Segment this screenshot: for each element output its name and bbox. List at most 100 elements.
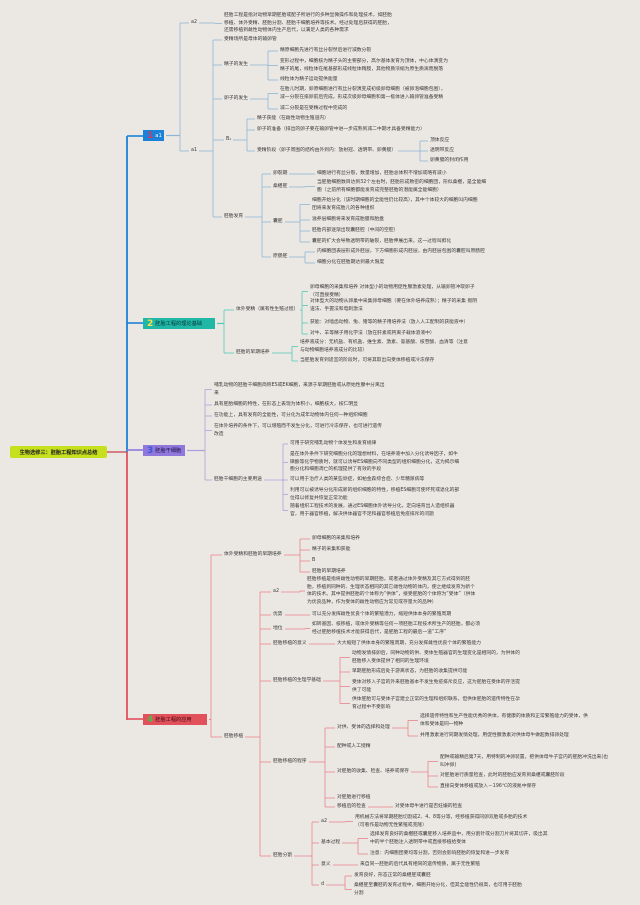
mindmap-node[interactable]: 优势 bbox=[273, 612, 283, 617]
mindmap-node[interactable]: 并用激素进行同期发情处理，用促性腺激素对供体母牛做超数排卵处理 bbox=[420, 733, 569, 738]
mindmap-node[interactable]: 细胞开始分化（该时期细胞的全能性仍比较高），其中个体较大的细胞叫内细胞 团将来发… bbox=[312, 198, 478, 211]
mindmap-node[interactable]: a1 bbox=[191, 148, 197, 153]
mindmap-node[interactable]: 对受体母牛进行是否妊娠的检查 bbox=[395, 804, 463, 809]
mindmap-node[interactable]: 精子的发生 bbox=[224, 62, 248, 67]
mindmap-node[interactable]: 当胚胎细胞数目达到32个左右时，胚胎形成致密的细胞团，形似桑椹，是全能细 胞（之… bbox=[317, 180, 487, 193]
mindmap-node[interactable]: 可以充分发挥雌性优良个体的繁殖潜力，缩短供体本身的繁殖周期 bbox=[312, 612, 452, 617]
mindmap-node[interactable]: 在功能上，具有发育的全能性，可分化为成年动物体内任何一种组织细胞 bbox=[214, 413, 368, 418]
mindmap-node[interactable]: 在胎儿时期，卵原细胞进行有丝分裂演变成初级卵母细胞（被卵泡细胞包围）， 减一分裂… bbox=[280, 87, 446, 100]
mindmap-node[interactable]: 胚胎发育 bbox=[224, 214, 244, 219]
mindmap-node[interactable]: 直接向受体移植或放入－196℃的液氮中保存 bbox=[440, 784, 537, 789]
mindmap-node[interactable]: 利用可以被诱导分化形成新的组织细胞的特性，移植ES细胞可使坏死或退化的部 位得以… bbox=[290, 488, 460, 501]
mindmap-node[interactable]: 早期胚胎形成后处于游离状态，为胚胎的收集提供可能 bbox=[352, 669, 468, 674]
root-title: 生物选修三：胚胎工程知识点总结 bbox=[19, 449, 98, 456]
mindmap-node[interactable]: 对体型大的动物从卵巢中采集卵母细胞（要在体外培养成熟）；精子的采集 假阴 道法、… bbox=[310, 299, 478, 312]
mindmap-node[interactable]: 卵子的准备（排出的卵子要在输卵管中进一步成熟到减二中期才具备受精能力） bbox=[257, 127, 425, 132]
mindmap-node[interactable]: 供体胚胎可与受体子宫建立正常的生理和组织联系，但供体胚胎的遗传特性在孕 育过程中… bbox=[352, 697, 520, 710]
mindmap-node[interactable]: 内细胞团表层形成外胚层，下方细胞形成内胚层，由内胚层包围的囊腔叫原肠腔 bbox=[317, 249, 485, 254]
mindmap-node[interactable]: 当胚胎发育到适宜的阶段时，可将其取出向受体移植或冷冻保存 bbox=[300, 358, 435, 363]
mindmap-node[interactable]: 地位 bbox=[273, 626, 283, 631]
mindmap-node[interactable]: 发育良好，形态正常的桑椹胚或囊胚 bbox=[354, 873, 431, 878]
mindmap-node[interactable]: 具有胚胎细胞的特性，在形态上表现为体积小，细胞核大，核仁明显 bbox=[214, 402, 358, 407]
mindmap-node[interactable]: 胚胎分割 bbox=[273, 853, 293, 858]
topic-label: 胚胎工程的理论基础 bbox=[155, 321, 202, 327]
mindmap-node[interactable]: 对供、受体的选择和处理 bbox=[337, 725, 390, 730]
mindmap-node[interactable]: 桑椹胚 bbox=[273, 184, 288, 189]
mindmap-node[interactable]: 受体对移入子宫的外来胚胎基本不发生免疫排斥反应，这为胚胎在受体的存活提 供了可能 bbox=[352, 680, 520, 693]
mindmap-node[interactable]: 意义 bbox=[321, 862, 331, 867]
mindmap-node[interactable]: 卵黄膜的封闭作用 bbox=[430, 158, 469, 163]
mindmap-node[interactable]: 动物发情排卵后，同种动物的供、受体生殖器官的生理变化是相同的，为供体的 胚胎移入… bbox=[352, 651, 520, 664]
mindmap-node[interactable]: 胚胎内部逐渐出现囊胚腔（中间的空腔） bbox=[312, 228, 399, 233]
mindmap-node[interactable]: d bbox=[321, 882, 325, 887]
mindmap-node[interactable]: 培养液成分：无机盐、有机盐、维生素、激素、氨基酸、核苷酸、血清等（注意 与动物细… bbox=[300, 340, 468, 353]
mindmap-node[interactable]: 基本过程 bbox=[321, 840, 341, 845]
mindmap-node[interactable]: 胚胎的早期培养 bbox=[236, 350, 270, 355]
mindmap-node[interactable]: 注意：内细胞团要均等分割，否则会影响胚胎的恢复和进一步发育 bbox=[370, 851, 510, 856]
mindmap-node[interactable]: 用机械方法将早期胚胎切割成2、4、8等分等，经移植获得同卵双胎或多胎的技术 （可… bbox=[355, 815, 528, 828]
mindmap-node[interactable]: 原肠胚 bbox=[273, 254, 288, 259]
mindmap-node[interactable]: 桑椹胚至囊胚的发育过程中，细胞开始分化，但其全能性仍很高，也可用于胚胎 分割 bbox=[354, 883, 522, 896]
mindmap-node[interactable]: 体外受精和胚胎的早期培养 bbox=[224, 552, 282, 557]
mindmap-node[interactable]: 囊胚 bbox=[273, 219, 283, 224]
mindmap-node[interactable]: 透明带反应 bbox=[430, 148, 454, 153]
mindmap-node[interactable]: 可以用于治疗人类的某些顽症，如帕金森综合症、少年糖尿病等 bbox=[290, 477, 425, 482]
mindmap-node[interactable]: 胚胎工程是指对动物早期胚胎或配子所进行的多种显微操作和处理技术，如胚胎 移植、体… bbox=[224, 13, 392, 34]
mindmap-node[interactable]: 可用于研究哺乳动物个体发生和发育规律 bbox=[290, 441, 377, 446]
topic-2-theory-basis[interactable]: 2 胚胎工程的理论基础 bbox=[143, 318, 215, 329]
mindmap-node[interactable]: 对胚胎进行质量检查，此时的胚胎应发育到桑椹或囊胚阶段 bbox=[440, 773, 565, 778]
mindmap-node[interactable]: 配种或人工授精 bbox=[337, 744, 371, 749]
mindmap-node[interactable]: 精子的采集和获能 bbox=[312, 547, 351, 552]
mindmap-node[interactable]: 哺乳动物的胚胎干细胞简称ES或EK细胞，来源于早期胚胎或从原始性腺中分离出 来 bbox=[214, 383, 385, 396]
mindmap-node[interactable]: 胚胎移植是指将雌性动物的早期胚胎，或者通过体外受精及其它方式得到的胚 胎，移植到… bbox=[307, 577, 476, 605]
mindmap-node[interactable]: 对胚胎的收集、检查、培养或保存 bbox=[337, 769, 409, 774]
root-topic[interactable]: 生物选修三：胚胎工程知识点总结 bbox=[10, 446, 107, 458]
mindmap-node[interactable]: 细胞分化在胚胎期达到最大限度 bbox=[317, 260, 385, 265]
mindmap-node[interactable]: 卵母细胞的采集和培养 对体型小的动物用促性腺激素处理，从输卵管冲取卵子 （可直接… bbox=[310, 285, 475, 298]
mindmap-node[interactable]: a2 bbox=[273, 589, 279, 594]
mindmap-node[interactable]: 精原细胞先进行有丝分裂然后进行减数分裂 bbox=[280, 48, 372, 53]
mindmap-node[interactable]: 胚胎移植的程序 bbox=[273, 759, 307, 764]
mindmap-node[interactable]: 胚胎干细胞的主要用途 bbox=[214, 477, 262, 482]
mindmap-node[interactable]: B bbox=[312, 558, 316, 563]
mindmap-node[interactable]: 获能：对啮齿动物、兔、猪等的精子用培养法（放入人工配制的获能液中） bbox=[310, 320, 469, 325]
mindmap-node[interactable]: 卵母细胞的采集和培养 bbox=[312, 536, 360, 541]
topic-1[interactable]: 1 a1 bbox=[143, 130, 164, 141]
mindmap-node[interactable]: 选择遗传特性和生产性能优秀的供体，有健康的体质和正常繁殖能力的受体，供 体和受体… bbox=[420, 714, 588, 727]
mindmap-node[interactable]: 对牛、羊等精子用化学法（放在肝素或钙离子载体溶液中） bbox=[310, 331, 435, 336]
mindmap-node[interactable]: 变形过程中，细胞核为精子头的主要部分，高尔基体发育为顶体，中心体演变为 精子的尾… bbox=[280, 59, 448, 72]
mindmap-node[interactable]: 随着组织工程技术的发展，通过ES细胞体外诱导分化，定向培育出人造组织器 官，用于… bbox=[290, 504, 455, 517]
mindmap-node[interactable]: 卵裂期 bbox=[273, 171, 288, 176]
topic-3-embryonic-stem-cells[interactable]: 3 胚胎干细胞 bbox=[143, 445, 185, 456]
mindmap-node[interactable]: 卵子的发生 bbox=[224, 96, 248, 101]
mindmap-node[interactable]: 囊胚的扩大会导致透明带的破裂，胚胎伸展出来，这一过程叫孵化 bbox=[312, 239, 452, 244]
mindmap-node[interactable]: 细胞进行有丝分裂，数量增加，胚胎总体积不增加或略有减小 bbox=[317, 171, 447, 176]
mindmap-node[interactable]: 胚胎的早期培养 bbox=[312, 569, 346, 574]
mindmap-node[interactable]: 精子获能（在雌性动物生殖道内） bbox=[257, 116, 329, 121]
mindmap-node[interactable]: 线粒体为精子运动提供能量 bbox=[280, 77, 338, 82]
mindmap-node[interactable]: 受精场所是母体的输卵管 bbox=[224, 37, 277, 42]
topic-4-applications[interactable]: 4 胚胎工程的应用 bbox=[143, 714, 207, 725]
mindmap-node[interactable]: 来自同一胚胎的后代具有相同的遗传物质，属于无性繁殖 bbox=[360, 862, 480, 867]
mindmap-node[interactable]: 体外受精（属有性生殖过程） bbox=[236, 307, 299, 312]
topic-label: 胚胎干细胞 bbox=[155, 448, 182, 454]
mindmap-node[interactable]: 是在体外条件下研究细胞分化的理想材料，在培养液中加入分化诱导因子，如牛 磺酸等化… bbox=[290, 452, 460, 473]
mindmap-node[interactable]: 移植后的检查 bbox=[337, 804, 366, 809]
mindmap-node[interactable]: 大大缩短了供体本身的繁殖周期，充分发挥雌性优良个体的繁殖能力 bbox=[337, 641, 481, 646]
mindmap-node[interactable]: 对胚胎进行移植 bbox=[337, 795, 371, 800]
mindmap-node[interactable]: 在体外培养的条件下，可以增殖而不发生分化，可进行冷冻保存，也可进行遗传 改造 bbox=[214, 424, 382, 437]
mindmap-node[interactable]: 受精阶段（卵子周围的结构由外到内：放射冠、透明带、卵黄膜） bbox=[257, 148, 397, 153]
topic-number: 1 bbox=[147, 130, 154, 141]
mindmap-node[interactable]: 胚胎移植的意义 bbox=[273, 641, 307, 646]
mindmap-node[interactable]: 顶体反应 bbox=[430, 138, 450, 143]
mindmap-node[interactable]: a2 bbox=[321, 819, 327, 824]
mindmap-node[interactable]: a2 bbox=[191, 20, 197, 25]
mindmap-node[interactable]: 胚胎移植的生理学基础 bbox=[273, 678, 321, 683]
mindmap-node[interactable]: 滋养层细胞将来发育成胎膜和胎盘 bbox=[312, 217, 384, 222]
mindmap-node[interactable]: B₁ bbox=[226, 137, 232, 142]
mindmap-node[interactable]: 选择发育良好的桑椹胚或囊胚移入培养皿中，用分割针或分割刀片将其切开，吸出其 中的… bbox=[370, 832, 548, 845]
mindmap-node[interactable]: 配种或输精后第7天，用特制的冲卵装置，把供体母牛子宫内的胚胎冲洗出来(也 叫冲卵… bbox=[440, 755, 609, 768]
mindmap-node[interactable]: 胚胎移植 bbox=[224, 734, 244, 739]
mindmap-node[interactable]: 减二分裂是在受精过程中完成的 bbox=[280, 106, 348, 111]
mindmap-node[interactable]: 如转基因、核移植，或体外受精等任何一项胚胎工程技术所生产的胚胎，都必须 经过胚胎… bbox=[312, 622, 480, 635]
